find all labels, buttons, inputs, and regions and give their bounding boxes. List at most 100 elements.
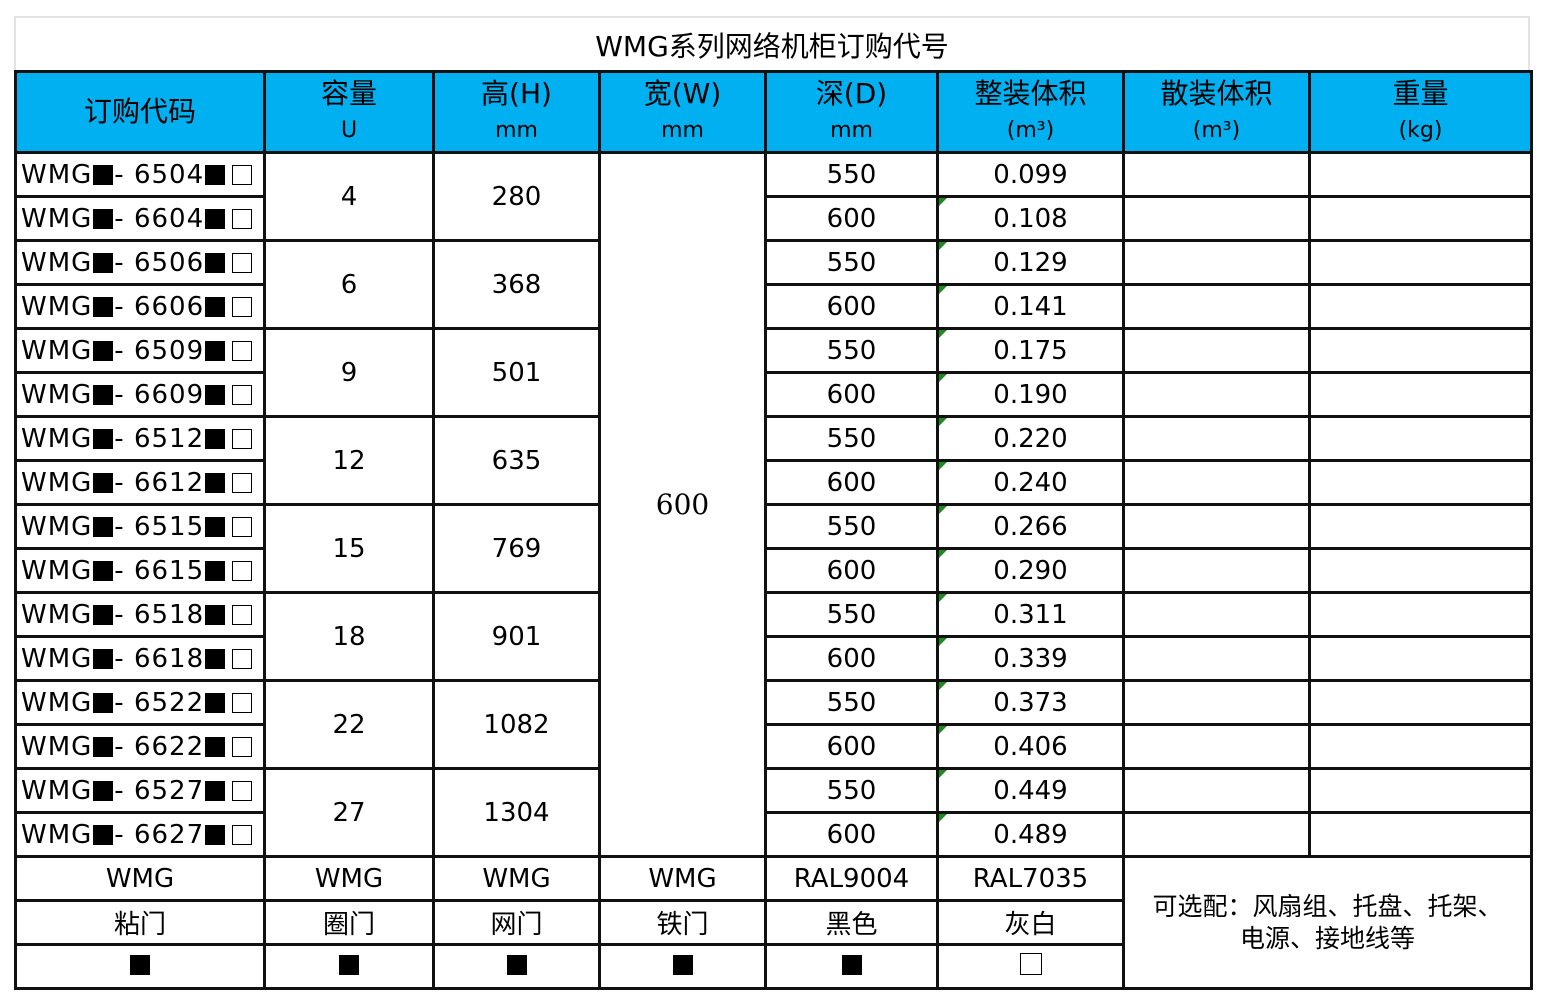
depth-cell: 550 [764,591,939,638]
code-prefix: WMG [21,291,93,322]
code-prefix: WMG [21,775,93,806]
option-code: WMG [14,855,266,902]
filled-square-icon [93,604,114,625]
header-weight: 重量 (kg) [1308,70,1533,154]
code-number: - 6606 [114,291,205,322]
header-label: 深(D) [815,76,888,110]
options-name-row: 粘门 圈门 网门 铁门 黑色 灰白 [14,899,1532,946]
header-unit: (kg) [1398,117,1443,143]
code-number: - 6509 [114,335,205,366]
weight-cell [1308,723,1533,770]
order-code-cell: WMG - 6515 [14,503,266,550]
weight-cell [1308,591,1533,638]
filled-square-icon [205,208,226,229]
filled-square-icon [205,252,226,273]
capacity-cell: 6 [263,239,435,330]
weight-cell [1308,767,1533,814]
bulk-volume-cell [1122,371,1311,418]
header-label: 订购代码 [83,95,196,128]
table-row: WMG - 6612 600 0.240 [14,459,1533,506]
empty-square-icon [232,780,253,801]
capacity-cell: 12 [263,415,435,506]
bulk-volume-cell [1122,327,1311,374]
header-height: 高(H) mm [432,70,601,154]
assembled-volume-cell: 0.175 [936,327,1125,374]
optional-accessories-note: 可选配：风扇组、托盘、托架、 电源、接地线等 [1122,855,1533,990]
bulk-volume-cell [1122,459,1311,506]
empty-square-icon [232,516,253,537]
assembled-volume-cell: 0.290 [936,547,1125,594]
bulk-volume-cell [1122,547,1311,594]
capacity-cell: 15 [263,503,435,594]
filled-square-icon [205,780,226,801]
code-number: - 6618 [114,643,205,674]
code-prefix: WMG [21,423,93,454]
empty-square-icon [232,428,253,449]
assembled-volume-cell: 0.108 [936,195,1125,242]
header-unit: mm [495,117,538,143]
weight-cell [1308,151,1533,198]
code-prefix: WMG [21,247,93,278]
header-assembled-volume: 整装体积 (m³) [936,70,1125,154]
weight-cell [1308,195,1533,242]
filled-square-icon [205,164,226,185]
depth-cell: 600 [764,459,939,506]
filled-square-icon [93,648,114,669]
weight-cell [1308,811,1533,858]
filled-square-icon [205,648,226,669]
volume-value: 0.099 [993,159,1068,190]
code-number: - 6615 [114,555,205,586]
table-row: WMG - 6522 22 1082 550 0.373 [14,679,1533,770]
code-prefix: WMG [21,731,93,762]
code-number: - 6504 [114,159,205,190]
table-row: WMG - 6622 600 0.406 [14,723,1533,770]
bulk-volume-cell [1122,239,1311,286]
weight-cell [1308,371,1533,418]
volume-value: 0.175 [993,335,1068,366]
option-name: 铁门 [598,899,767,946]
volume-value: 0.190 [993,379,1068,410]
depth-cell: 550 [764,415,939,462]
comment-marker-icon [939,506,947,514]
option-code: WMG [598,855,767,902]
depth-cell: 600 [764,371,939,418]
filled-square-icon [93,692,114,713]
weight-cell [1308,459,1533,506]
volume-value: 0.108 [993,203,1068,234]
table-row: WMG - 6506 6 368 550 0.129 [14,239,1533,330]
order-code-cell: WMG - 6506 [14,239,266,286]
filled-square-icon [93,824,114,845]
filled-square-icon [93,516,114,537]
order-code-cell: WMG - 6622 [14,723,266,770]
height-cell: 901 [432,591,601,682]
code-number: - 6518 [114,599,205,630]
code-prefix: WMG [21,159,93,190]
option-name: 灰白 [936,899,1125,946]
assembled-volume-cell: 0.266 [936,503,1125,550]
empty-square-icon [232,340,253,361]
capacity-cell: 4 [263,151,435,242]
weight-cell [1308,547,1533,594]
code-prefix: WMG [21,467,93,498]
height-cell: 635 [432,415,601,506]
option-name: 粘门 [14,899,266,946]
height-cell: 368 [432,239,601,330]
filled-square-icon [205,472,226,493]
code-prefix: WMG [21,511,93,542]
empty-square-icon [232,164,253,185]
table-row: WMG - 6504 4 280 600 550 0.099 [14,151,1533,858]
option-code: RAL9004 [764,855,939,902]
depth-cell: 600 [764,635,939,682]
order-code-cell: WMG - 6612 [14,459,266,506]
empty-square-icon [232,208,253,229]
header-label: 高(H) [481,76,552,110]
order-code-cell: WMG - 6527 [14,767,266,814]
code-number: - 6627 [114,819,205,850]
weight-cell [1308,635,1533,682]
assembled-volume-cell: 0.339 [936,635,1125,682]
weight-cell [1308,679,1533,726]
code-prefix: WMG [21,643,93,674]
assembled-volume-cell: 0.240 [936,459,1125,506]
code-prefix: WMG [21,687,93,718]
assembled-volume-cell: 0.311 [936,591,1125,638]
